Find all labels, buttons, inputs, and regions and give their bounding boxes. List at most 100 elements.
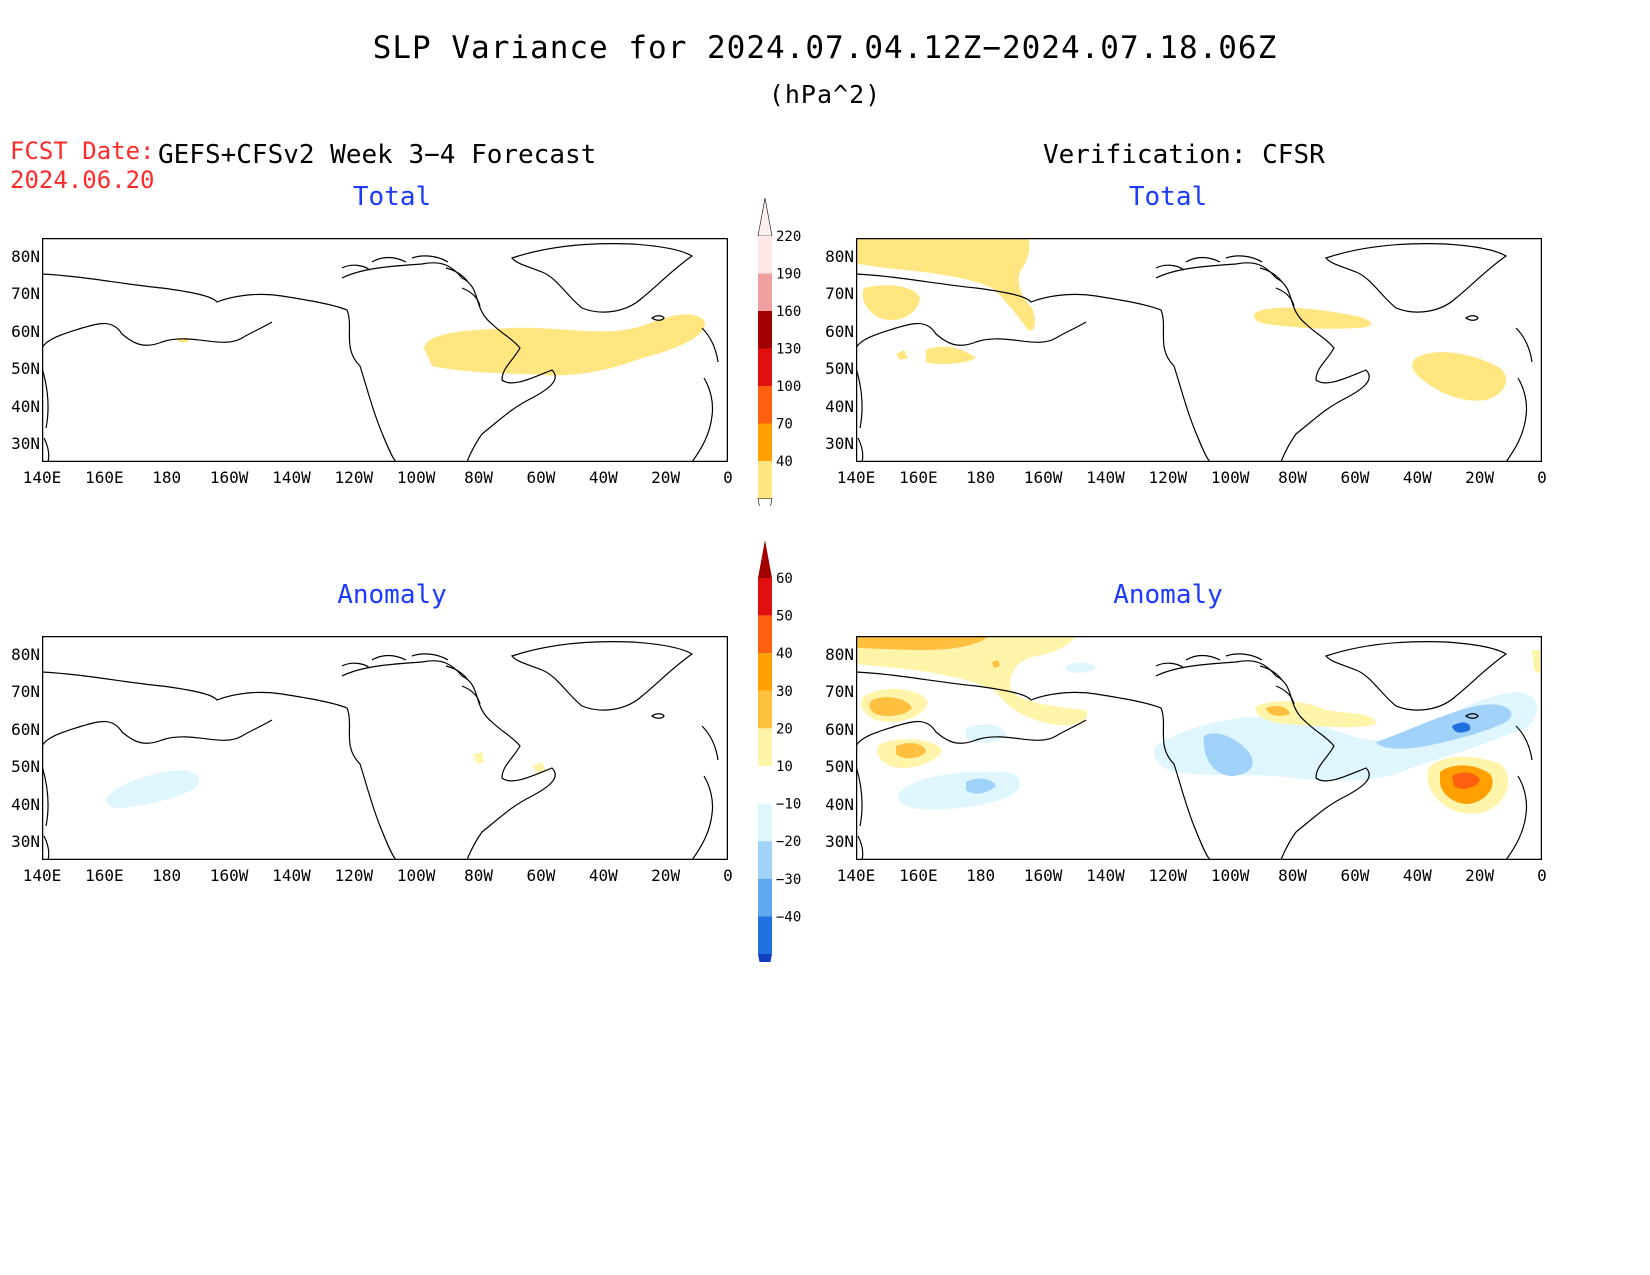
lon-label-ft-9: 40W [588,468,618,487]
total-colorbar-band-5 [758,423,772,461]
verif-anomaly-shade-blue-canada [1203,733,1253,776]
verif-anomaly-shade-yellow-hudson [1255,701,1376,728]
lat-label-fa-1: 70N [11,682,40,702]
lon-label-ft-10: 20W [651,468,681,487]
lon-label-ft-6: 100W [396,468,436,487]
anomaly-colorbar-band-7 [758,841,772,879]
verif-anomaly-shade-lightblue-alaska [966,724,1006,744]
forecast-total-title: Total [352,182,432,212]
lat-label-ft-4: 40N [11,396,40,416]
lat-label-vt-1: 70N [825,284,854,304]
lat-label-va-3: 50N [825,757,854,777]
forecast-anomaly-shade-yellow-a [474,752,484,764]
total-colorbar-top-arrow [757,197,773,237]
anomaly-colorbar-label-7: −20 [776,834,801,850]
lat-label-ft-3: 50N [11,359,40,379]
verif-anomaly-shade-lightblue-arctic [1066,662,1096,673]
lon-label-vt-2: 180 [966,468,996,487]
verif-anomaly-shade-yellow-north [856,636,1088,726]
lon-label-vt-0: 140E [836,468,876,487]
lon-label-va-10: 20W [1465,866,1495,885]
lon-label-ft-1: 160E [85,468,124,487]
lat-label-ft-5: 30N [11,434,40,453]
total-colorbar-label-5: 70 [776,417,793,433]
lon-label-va-3: 160W [1023,866,1063,885]
anomaly-colorbar-label-1: 50 [776,609,793,625]
forecast-anomaly-shade-yellow-b [532,762,546,774]
forecast-anomaly-coastlines [42,641,719,860]
lat-label-fa-0: 80N [11,645,40,664]
lat-label-fa-2: 60N [11,719,40,739]
lat-label-va-5: 30N [825,832,854,851]
lon-label-va-6: 100W [1210,866,1250,885]
anomaly-colorbar-label-2: 40 [776,646,793,662]
lat-label-ft-2: 60N [11,321,40,341]
lon-label-fa-0: 140E [22,866,62,885]
verif-total-shade-bering [896,346,976,365]
total-colorbar-band-1 [758,273,772,311]
verif-anomaly-title: Anomaly [1113,580,1223,610]
total-colorbar-label-4: 100 [776,379,801,395]
lon-label-fa-4: 140W [272,866,311,885]
anomaly-colorbar-band-9 [758,916,772,954]
lon-label-vt-4: 140W [1086,468,1125,487]
fcst-date-value: 2024.06.20 [10,166,155,194]
lat-label-va-0: 80N [825,645,854,664]
verif-anomaly-coastlines [856,641,1533,860]
verif-total-shade-atlantic [1412,352,1507,401]
lon-label-va-8: 60W [1340,866,1370,885]
forecast-column-title: GEFS+CFSv2 Week 3−4 Forecast [158,140,597,170]
anomaly-colorbar-bottom-arrow [758,954,772,962]
lat-label-vt-3: 50N [825,359,854,379]
lon-label-fa-9: 40W [588,866,618,885]
lat-label-fa-5: 30N [11,832,40,851]
verification-column-title: Verification: CFSR [1043,140,1325,170]
verif-anomaly-shade-orange-small [992,660,1000,668]
anomaly-colorbar-label-3: 30 [776,684,793,700]
units-label: (hPa^2) [768,80,882,109]
lat-label-va-2: 60N [825,719,854,739]
anomaly-colorbar-band-5 [758,766,772,804]
anomaly-colorbar-top-arrow [758,540,772,578]
lon-label-va-2: 180 [966,866,996,885]
lat-label-va-4: 40N [825,794,854,814]
forecast-anomaly-title: Anomaly [337,580,447,610]
lon-label-vt-1: 160E [899,468,938,487]
verif-anomaly-shade-blue-atlantic [1376,704,1512,749]
forecast-total-coastlines [42,243,719,462]
verif-anomaly-shade-blue-dark [1452,722,1471,733]
lon-label-fa-7: 80W [464,866,493,885]
lon-label-ft-8: 60W [526,468,556,487]
lon-label-va-0: 140E [836,866,876,885]
lat-label-ft-0: 80N [11,247,40,266]
anomaly-colorbar-band-4 [758,728,772,766]
lon-label-fa-6: 100W [396,866,436,885]
anomaly-colorbar-label-6: −10 [776,797,801,813]
total-colorbar-band-4 [758,386,772,424]
forecast-anomaly-frame [42,636,728,860]
verif-anomaly-shade-orange-bering [896,743,926,759]
forecast-anomaly-shade-blue [106,770,199,808]
verif-anomaly-frame [856,636,1542,860]
verif-anomaly-shade-lightblue-pacific [898,771,1021,810]
anomaly-colorbar-band-1 [758,615,772,654]
lat-label-fa-3: 50N [11,757,40,777]
verif-total-shade-north [856,238,1035,331]
lon-label-vt-9: 40W [1402,468,1432,487]
lat-label-vt-4: 40N [825,396,854,416]
lon-label-ft-11: 0 [723,468,733,487]
verif-anomaly-shade-orange-north [856,636,988,650]
lon-label-ft-7: 80W [464,468,493,487]
lon-label-vt-11: 0 [1537,468,1547,487]
lon-label-va-9: 40W [1402,866,1432,885]
verif-total-map [856,238,1542,462]
total-colorbar-label-6: 40 [776,454,793,470]
lon-label-va-1: 160E [899,866,938,885]
anomaly-colorbar-band-0 [758,578,772,616]
verif-anomaly-shade-yellow-east [1532,650,1540,674]
forecast-total-frame [42,238,728,462]
lon-label-fa-11: 0 [723,866,733,885]
total-colorbar-bottom-arrow [757,498,773,506]
lat-label-vt-2: 60N [825,321,854,341]
lon-label-fa-3: 160W [209,866,249,885]
